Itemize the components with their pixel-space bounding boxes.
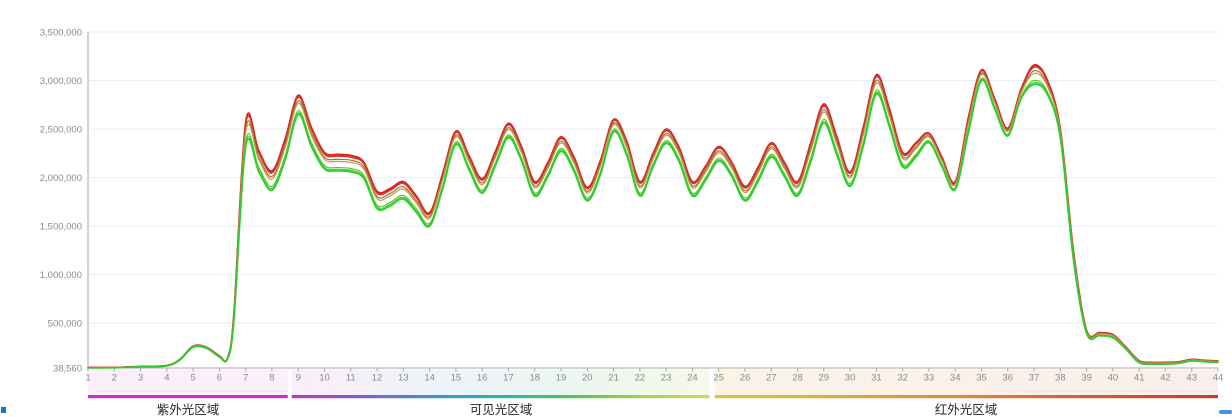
x-axis-label: 13	[398, 373, 409, 384]
region-label-ultraviolet: 紫外光区域	[156, 403, 220, 417]
x-axis-label: 22	[635, 373, 646, 384]
region-label-visible-light: 可见光区域	[469, 403, 533, 417]
x-axis-label: 6	[217, 373, 222, 384]
y-axis-label: 2,000,000	[40, 173, 82, 184]
x-axis-label: 44	[1213, 373, 1224, 384]
x-axis-label: 8	[269, 373, 274, 384]
x-axis-label: 7	[243, 373, 248, 384]
spectrum-series-line-5	[87, 77, 1219, 369]
x-axis-label: 18	[529, 373, 540, 384]
x-axis-label: 11	[346, 373, 356, 384]
x-axis-label: 1	[85, 373, 90, 384]
x-axis-label: 43	[1186, 373, 1197, 384]
y-axis-label: 38,560	[53, 364, 82, 375]
x-axis-label: 38	[1055, 373, 1066, 384]
y-axis-label: 1,500,000	[40, 222, 82, 233]
spectrum-series-line-7	[87, 79, 1219, 369]
scrollbar-fragment-left	[1, 407, 6, 413]
region-underline-0	[88, 395, 288, 399]
x-axis-label: 39	[1081, 373, 1092, 384]
x-axis-label: 36	[1002, 373, 1013, 384]
x-axis-label: 26	[740, 373, 751, 384]
x-axis-label: 41	[1134, 373, 1145, 384]
region-band-0	[88, 369, 288, 395]
x-axis-label: 37	[1029, 373, 1040, 384]
x-axis-label: 4	[164, 373, 169, 384]
x-axis-label: 30	[845, 373, 856, 384]
x-axis-label: 9	[296, 373, 301, 384]
x-axis-label: 21	[608, 373, 619, 384]
scrollbar-fragment-right[interactable]	[1219, 410, 1232, 414]
region-band-1	[291, 369, 710, 395]
x-axis-label: 25	[713, 373, 724, 384]
x-axis-label: 31	[871, 373, 882, 384]
y-axis-label: 3,500,000	[40, 28, 82, 39]
x-axis-label: 3	[138, 373, 143, 384]
x-axis-label: 24	[687, 373, 698, 384]
x-axis-label: 34	[950, 373, 961, 384]
x-axis-label: 27	[766, 373, 777, 384]
x-axis-label: 28	[792, 373, 803, 384]
x-axis-label: 17	[503, 373, 514, 384]
x-axis-label: 33	[924, 373, 935, 384]
x-axis-label: 16	[477, 373, 488, 384]
x-axis-label: 29	[819, 373, 830, 384]
x-axis-label: 14	[424, 373, 435, 384]
x-axis-label: 42	[1160, 373, 1171, 384]
x-axis-label: 10	[319, 373, 330, 384]
x-axis-label: 23	[661, 373, 672, 384]
x-axis-label: 2	[112, 373, 117, 384]
y-axis-label: 3,000,000	[40, 76, 82, 87]
x-axis-label: 32	[897, 373, 908, 384]
y-axis-label: 2,500,000	[40, 125, 82, 136]
region-underline-2	[714, 395, 1218, 399]
spectrum-series-line-1	[87, 65, 1219, 369]
y-axis-label: 500,000	[48, 319, 82, 330]
region-underline-1	[291, 395, 710, 399]
x-axis-label: 19	[556, 373, 567, 384]
region-band-2	[714, 369, 1218, 395]
x-axis-label: 12	[372, 373, 383, 384]
x-axis-label: 40	[1108, 373, 1119, 384]
x-axis-label: 35	[976, 373, 987, 384]
spectrum-series-line-0	[87, 63, 1219, 369]
y-axis-label: 1,000,000	[40, 270, 82, 281]
x-axis-label: 15	[451, 373, 462, 384]
region-label-infrared: 红外光区域	[934, 403, 998, 417]
spectrum-series-line-4	[87, 72, 1219, 369]
spectrum-series-line-2	[87, 66, 1219, 369]
spectrum-series-line-6	[87, 78, 1219, 369]
x-axis-label: 20	[582, 373, 593, 384]
x-axis-label: 5	[190, 373, 195, 384]
